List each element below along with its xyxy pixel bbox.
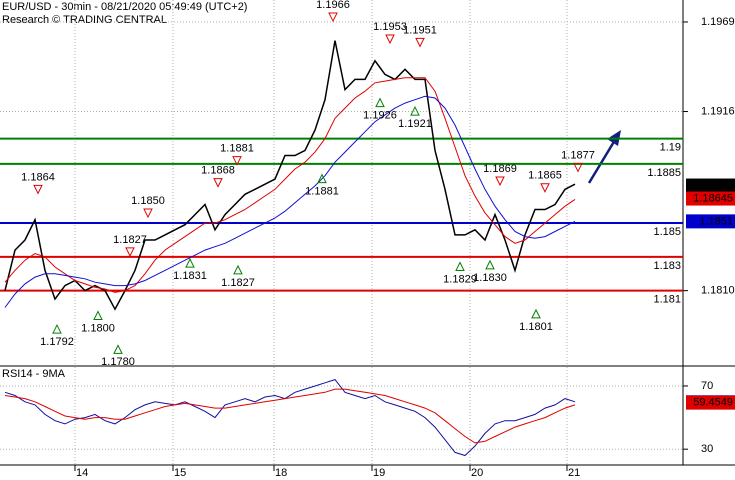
high-label: 1.1850 <box>131 195 165 207</box>
level-label: 1.19 <box>660 141 681 153</box>
high-label: 1.1864 <box>21 171 55 183</box>
rsi-title: RSI14 - 9MA <box>2 368 66 380</box>
series-line <box>4 388 576 444</box>
low-marker <box>531 308 541 319</box>
low-marker <box>317 173 327 184</box>
low-marker <box>52 323 62 334</box>
low-label: 1.1827 <box>221 277 255 289</box>
high-label: 1.1881 <box>220 143 254 155</box>
low-label: 1.1829 <box>443 273 477 285</box>
low-marker <box>113 344 123 354</box>
high-label: 1.1869 <box>483 163 517 175</box>
high-marker <box>143 208 153 219</box>
y-tick-label: 30 <box>701 443 713 455</box>
price-box <box>686 178 735 193</box>
high-label: 1.1951 <box>403 24 437 36</box>
high-label: 1.1877 <box>561 149 595 161</box>
x-tick-label: 14 <box>76 467 88 479</box>
x-tick-label: 15 <box>174 467 186 479</box>
high-marker <box>540 183 550 193</box>
price-box <box>686 214 735 229</box>
series-line <box>4 77 576 293</box>
level-label: 1.1885 <box>647 167 681 179</box>
high-marker <box>415 37 425 48</box>
low-label: 1.1881 <box>305 186 339 198</box>
high-label: 1.1865 <box>528 170 562 182</box>
price-box-label: 1.18645 <box>693 192 733 204</box>
y-tick-label: 1.1810 <box>701 285 735 297</box>
high-label: 1.1868 <box>201 165 235 177</box>
price-box-label: 1.18722 <box>693 179 733 191</box>
chart-subtitle: Research © TRADING CENTRAL <box>2 14 167 26</box>
low-label: 1.1830 <box>473 272 507 284</box>
high-marker <box>573 162 583 173</box>
low-label: 1.1801 <box>519 321 553 333</box>
y-tick-label: 1.1916 <box>701 105 735 117</box>
y-tick-label: 70 <box>701 380 713 392</box>
x-tick-label: 19 <box>373 467 385 479</box>
level-label: 1.181 <box>653 294 681 306</box>
low-marker <box>375 97 385 108</box>
low-marker <box>455 261 465 272</box>
low-label: 1.1831 <box>173 270 207 282</box>
high-label: 1.1966 <box>316 0 350 11</box>
high-marker <box>213 178 223 188</box>
low-marker <box>233 264 243 275</box>
chart-title: EUR/USD - 30min - 08/21/2020 05:49:49 (U… <box>2 1 247 13</box>
y-tick-label: 1.1969 <box>701 16 735 28</box>
price-box-label: 59.4549 <box>693 397 733 409</box>
low-marker <box>185 258 195 268</box>
level-label: 1.185 <box>653 226 681 238</box>
low-label: 1.1780 <box>101 356 135 368</box>
low-marker <box>410 105 420 116</box>
x-tick-label: 20 <box>471 467 483 479</box>
x-tick-label: 18 <box>275 467 287 479</box>
high-marker <box>328 12 338 23</box>
high-label: 1.1827 <box>113 234 147 246</box>
high-marker <box>495 176 505 187</box>
low-label: 1.1792 <box>40 336 74 348</box>
high-marker <box>232 156 242 166</box>
low-label: 1.1926 <box>363 110 397 122</box>
price-box <box>686 191 735 206</box>
price-box-label: 1.1851 <box>699 215 733 227</box>
high-marker <box>385 34 395 45</box>
low-marker <box>93 310 103 321</box>
high-label: 1.1953 <box>373 21 407 33</box>
x-tick-label: 21 <box>568 467 580 479</box>
low-label: 1.1921 <box>398 118 432 130</box>
price-box <box>686 395 735 410</box>
series-line <box>4 95 576 308</box>
low-marker <box>485 259 495 270</box>
high-marker <box>33 184 43 195</box>
high-marker <box>125 247 135 258</box>
low-label: 1.1800 <box>81 322 115 334</box>
level-label: 1.183 <box>653 260 681 272</box>
